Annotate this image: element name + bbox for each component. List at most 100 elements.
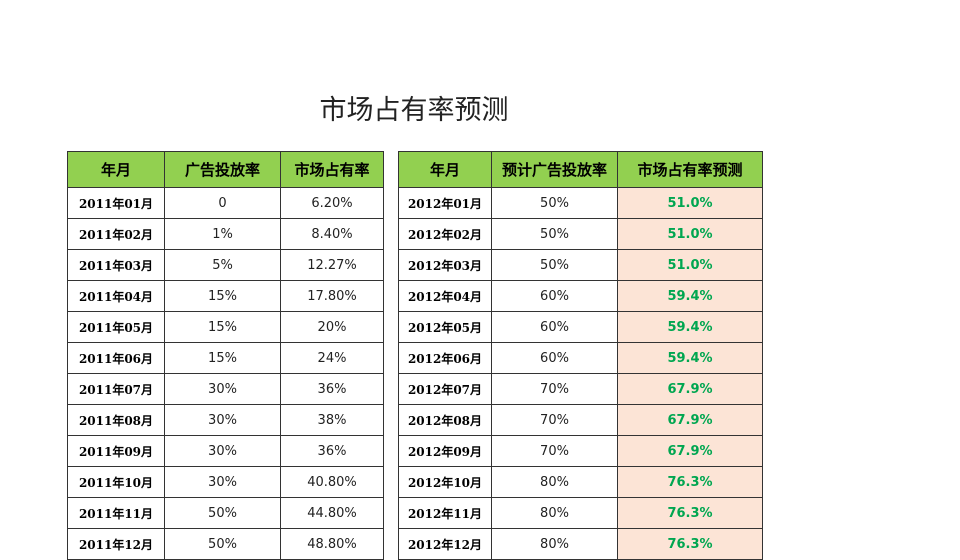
table-row: 2012年06月 60% 59.4%: [398, 342, 763, 374]
table-cell: 2012年01月: [398, 187, 492, 219]
table-cell: 2012年03月: [398, 249, 492, 281]
table-cell: 2012年12月: [398, 528, 492, 560]
table-cell: 5%: [164, 249, 281, 281]
table-cell: 76.3%: [617, 497, 763, 529]
table-cell: 2012年05月: [398, 311, 492, 343]
table-row: 2011年02月 1% 8.40%: [67, 218, 384, 250]
table-cell: 50%: [491, 187, 618, 219]
table-row: 2011年05月 15% 20%: [67, 311, 384, 343]
table-cell: 50%: [491, 218, 618, 250]
table-cell: 67.9%: [617, 435, 763, 467]
table-cell: 24%: [280, 342, 384, 374]
table-cell: 30%: [164, 373, 281, 405]
table-row: 2012年10月 80% 76.3%: [398, 466, 763, 498]
table-cell: 2011年11月: [67, 497, 165, 529]
table-cell: 0: [164, 187, 281, 219]
table-cell: 15%: [164, 280, 281, 312]
table-cell: 2011年12月: [67, 528, 165, 560]
table-cell: 12.27%: [280, 249, 384, 281]
table-cell: 30%: [164, 466, 281, 498]
table-cell: 2011年01月: [67, 187, 165, 219]
table-row: 2011年09月 30% 36%: [67, 435, 384, 467]
table-cell: 1%: [164, 218, 281, 250]
table-row: 2011年10月 30% 40.80%: [67, 466, 384, 498]
table-row: 2011年08月 30% 38%: [67, 404, 384, 436]
table-row: 2012年07月 70% 67.9%: [398, 373, 763, 405]
table-cell: 15%: [164, 342, 281, 374]
table-cell: 70%: [491, 373, 618, 405]
table-cell: 8.40%: [280, 218, 384, 250]
table-row: 2012年12月 80% 76.3%: [398, 528, 763, 560]
table-cell: 2012年08月: [398, 404, 492, 436]
table-cell: 67.9%: [617, 373, 763, 405]
table-row: 2012年08月 70% 67.9%: [398, 404, 763, 436]
table-cell: 30%: [164, 435, 281, 467]
sheet-title: 市场占有率预测: [319, 95, 509, 126]
table-cell: 60%: [491, 342, 618, 374]
column-header: 年月: [398, 151, 492, 188]
table-cell: 51.0%: [617, 218, 763, 250]
column-header: 市场占有率: [280, 151, 384, 188]
table-cell: 51.0%: [617, 187, 763, 219]
table-cell: 2011年04月: [67, 280, 165, 312]
table-cell: 60%: [491, 280, 618, 312]
forecast-table: 年月 预计广告投放率 市场占有率预测 2012年01月 50% 51.0% 2012年02月…: [398, 151, 763, 560]
table-cell: 50%: [491, 249, 618, 281]
table-cell: 38%: [280, 404, 384, 436]
table-cell: 70%: [491, 404, 618, 436]
table-cell: 2012年07月: [398, 373, 492, 405]
table-cell: 80%: [491, 466, 618, 498]
table-row: 2011年12月 50% 48.80%: [67, 528, 384, 560]
table-cell: 76.3%: [617, 528, 763, 560]
table-cell: 67.9%: [617, 404, 763, 436]
header-row: 年月 广告投放率 市场占有率: [67, 151, 384, 188]
table-row: 2012年03月 50% 51.0%: [398, 249, 763, 281]
table-cell: 2011年07月: [67, 373, 165, 405]
table-cell: 2012年11月: [398, 497, 492, 529]
table-cell: 2012年09月: [398, 435, 492, 467]
table-cell: 2012年02月: [398, 218, 492, 250]
column-header: 市场占有率预测: [617, 151, 763, 188]
table-row: 2011年01月 0 6.20%: [67, 187, 384, 219]
table-cell: 59.4%: [617, 311, 763, 343]
table-cell: 76.3%: [617, 466, 763, 498]
table-cell: 2011年08月: [67, 404, 165, 436]
table-row: 2011年11月 50% 44.80%: [67, 497, 384, 529]
table-row: 2011年03月 5% 12.27%: [67, 249, 384, 281]
table-cell: 60%: [491, 311, 618, 343]
table-cell: 36%: [280, 373, 384, 405]
table-cell: 80%: [491, 528, 618, 560]
history-table: 年月 广告投放率 市场占有率 2011年01月 0 6.20% 2011年02月 1% 8.40…: [67, 151, 384, 560]
table-cell: 59.4%: [617, 280, 763, 312]
table-cell: 2011年06月: [67, 342, 165, 374]
table-cell: 70%: [491, 435, 618, 467]
table-cell: 6.20%: [280, 187, 384, 219]
table-cell: 2011年03月: [67, 249, 165, 281]
table-cell: 2011年02月: [67, 218, 165, 250]
table-cell: 2012年06月: [398, 342, 492, 374]
table-cell: 2012年10月: [398, 466, 492, 498]
column-header: 广告投放率: [164, 151, 281, 188]
table-cell: 44.80%: [280, 497, 384, 529]
table-row: 2011年04月 15% 17.80%: [67, 280, 384, 312]
table-row: 2012年02月 50% 51.0%: [398, 218, 763, 250]
page: 市场占有率预测 年月 广告投放率 市场占有率 2011年01月 0 6.20% 2011年0…: [67, 95, 763, 560]
column-header: 预计广告投放率: [491, 151, 618, 188]
table-cell: 48.80%: [280, 528, 384, 560]
table-row: 2011年07月 30% 36%: [67, 373, 384, 405]
table-cell: 17.80%: [280, 280, 384, 312]
table-cell: 2012年04月: [398, 280, 492, 312]
table-cell: 2011年10月: [67, 466, 165, 498]
column-header: 年月: [67, 151, 165, 188]
header-row: 年月 预计广告投放率 市场占有率预测: [398, 151, 763, 188]
table-cell: 50%: [164, 528, 281, 560]
table-cell: 50%: [164, 497, 281, 529]
table-cell: 2011年05月: [67, 311, 165, 343]
table-row: 2012年04月 60% 59.4%: [398, 280, 763, 312]
table-cell: 2011年09月: [67, 435, 165, 467]
table-row: 2012年11月 80% 76.3%: [398, 497, 763, 529]
table-cell: 20%: [280, 311, 384, 343]
table-row: 2012年09月 70% 67.9%: [398, 435, 763, 467]
table-cell: 59.4%: [617, 342, 763, 374]
table-cell: 15%: [164, 311, 281, 343]
